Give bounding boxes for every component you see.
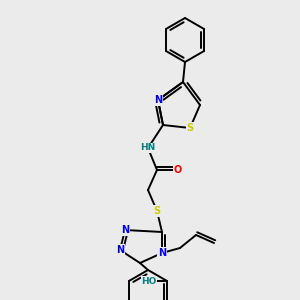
Text: O: O (174, 165, 182, 175)
Text: S: S (186, 123, 194, 133)
Text: N: N (154, 95, 162, 105)
Text: N: N (116, 245, 124, 255)
Text: HN: HN (140, 143, 156, 152)
Text: N: N (158, 248, 166, 258)
Text: S: S (153, 206, 161, 216)
Text: HO: HO (141, 277, 157, 286)
Text: N: N (121, 225, 129, 235)
